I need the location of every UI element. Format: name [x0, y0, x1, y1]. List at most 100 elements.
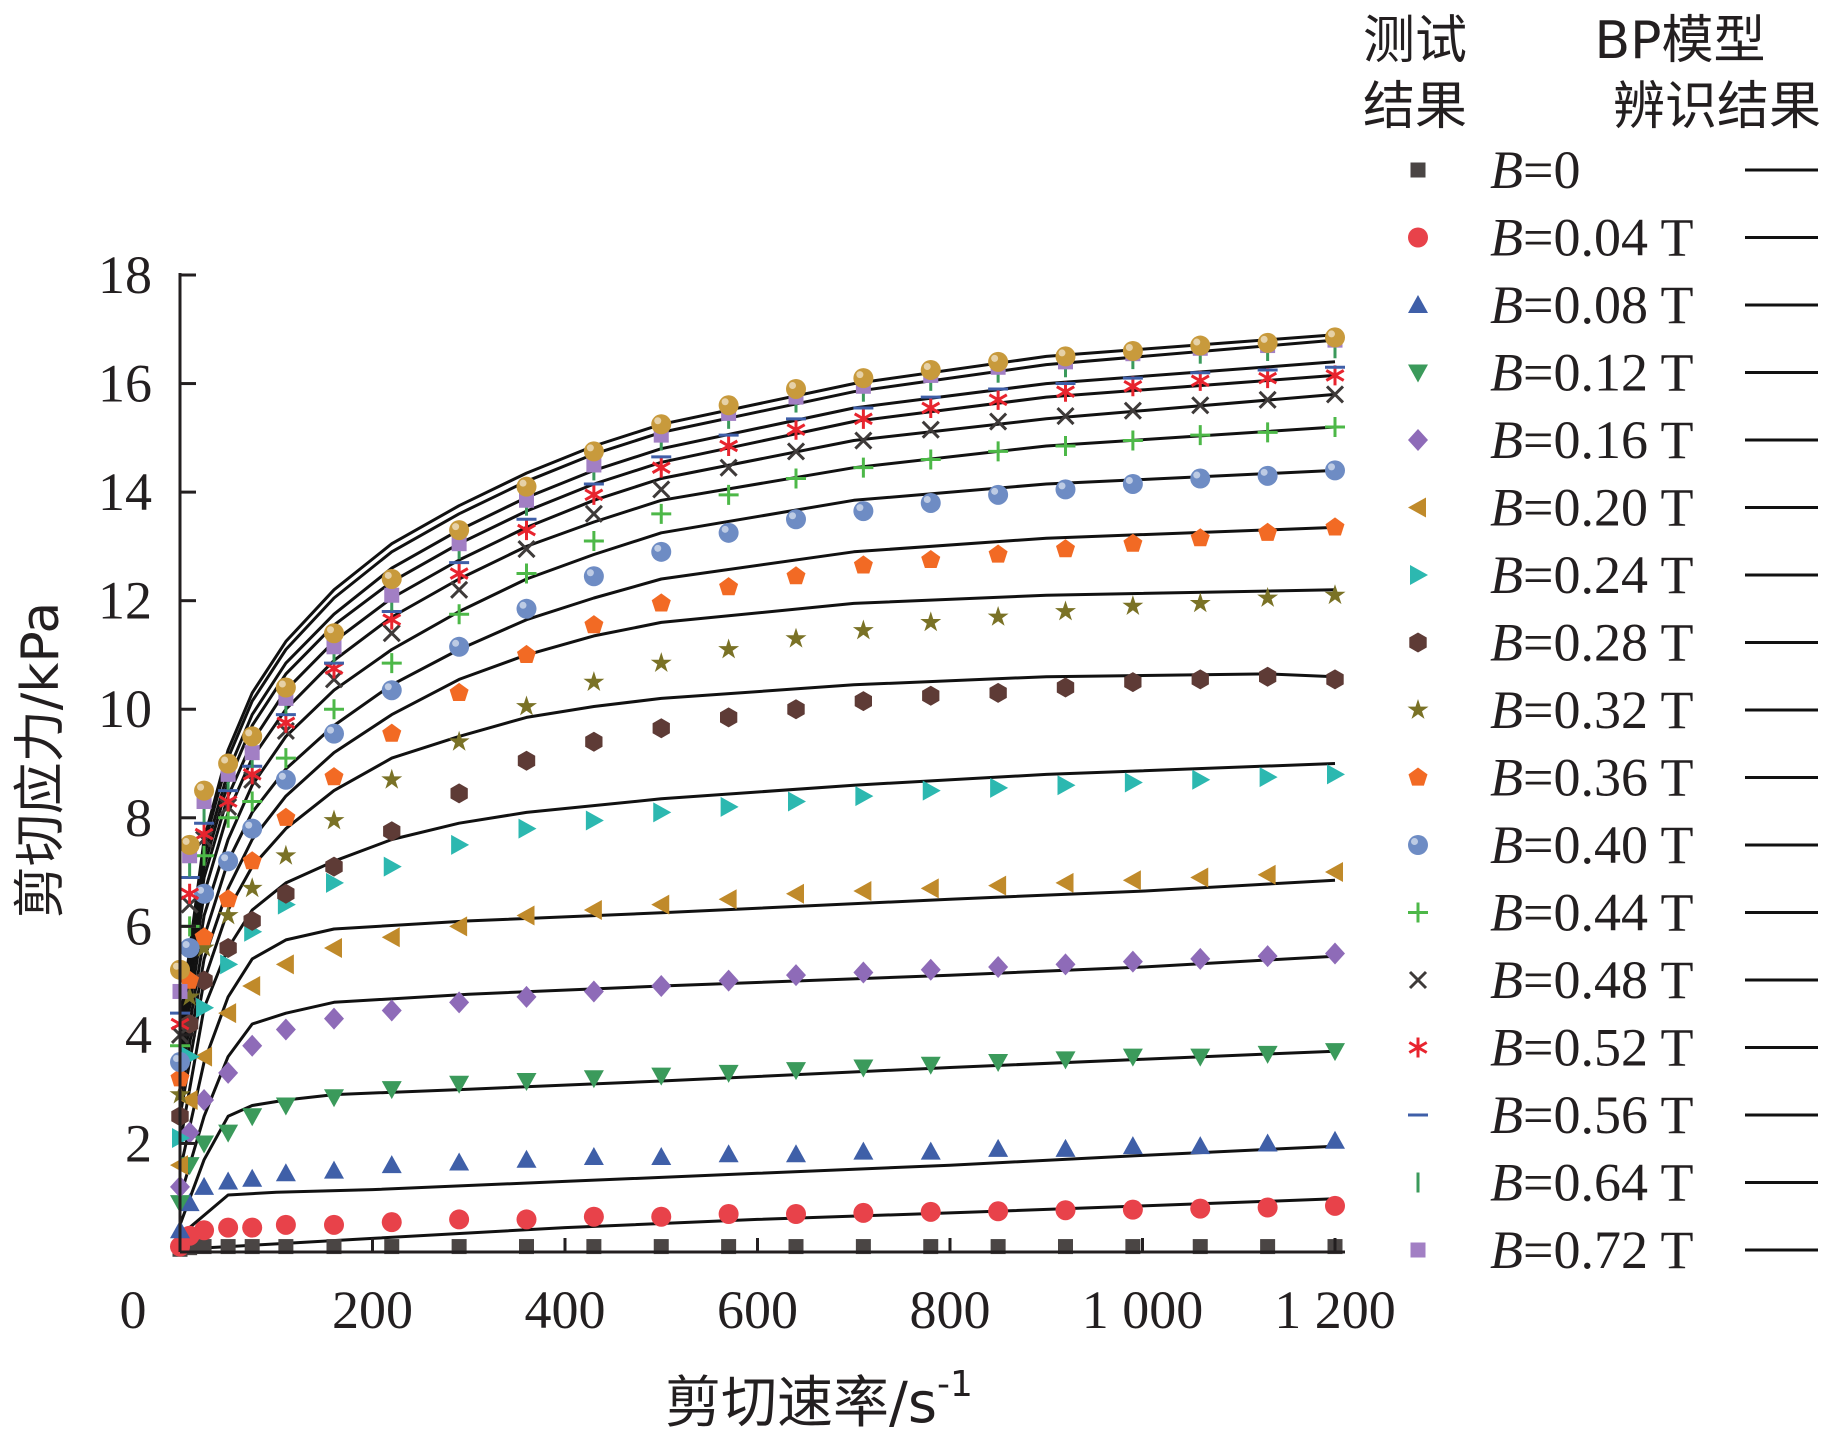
data-point	[989, 682, 1007, 703]
data-point	[1122, 340, 1143, 361]
data-point	[1257, 1045, 1278, 1064]
data-point	[243, 910, 261, 931]
data-point	[516, 598, 537, 619]
legend-label: B=0.72 T	[1490, 1220, 1693, 1280]
data-point	[217, 904, 239, 925]
data-point	[920, 449, 941, 470]
data-point	[651, 457, 671, 478]
data-point	[718, 1144, 739, 1163]
data-point	[853, 555, 873, 574]
data-point	[786, 883, 804, 904]
data-point	[1324, 584, 1346, 605]
legend-label: B=0.20 T	[1490, 478, 1693, 538]
data-point	[449, 1209, 470, 1230]
data-point	[1327, 764, 1345, 785]
fit-line	[178, 392, 1336, 1046]
data-point	[788, 791, 806, 812]
data-point	[583, 566, 604, 587]
data-point	[988, 1138, 1009, 1157]
data-point	[853, 501, 874, 522]
data-point	[786, 468, 806, 489]
data-point	[242, 1108, 263, 1127]
x-tick-label: 800	[910, 1280, 991, 1340]
fit-line	[178, 468, 1336, 1068]
data-point	[381, 680, 402, 701]
data-point	[218, 1124, 239, 1143]
legend-marker	[1408, 227, 1428, 248]
data-point	[988, 1054, 1009, 1073]
data-point	[519, 492, 534, 508]
data-point	[1325, 1043, 1345, 1062]
data-point	[242, 818, 263, 839]
data-point	[718, 1204, 739, 1225]
legend-label: B=0.16 T	[1490, 410, 1693, 470]
x-tick-label: 0	[120, 1280, 147, 1340]
data-point	[275, 748, 296, 769]
data-point	[516, 985, 537, 1008]
data-point	[1056, 677, 1075, 698]
data-point	[242, 976, 261, 997]
data-point	[324, 699, 344, 720]
data-point	[218, 1217, 239, 1238]
data-point	[381, 1081, 402, 1100]
x-axis-title-text: 剪切速率/s	[665, 1371, 937, 1436]
y-tick-label: 4	[125, 1005, 152, 1065]
data-point	[1257, 422, 1278, 443]
data-point	[1122, 595, 1144, 615]
data-point	[324, 938, 342, 959]
legend-header-test-line2: 结果	[1363, 77, 1467, 137]
data-point	[583, 1147, 604, 1166]
data-point	[988, 875, 1007, 896]
legend-label: B=0.12 T	[1490, 343, 1693, 403]
data-point	[1056, 539, 1075, 558]
legend-label: B=0.24 T	[1490, 545, 1693, 605]
data-point	[718, 395, 739, 416]
data-point	[1325, 385, 1345, 404]
data-point	[275, 844, 297, 865]
data-point	[1257, 1133, 1278, 1152]
data-point	[1122, 950, 1143, 973]
data-point	[179, 938, 200, 959]
data-point	[324, 1214, 344, 1235]
data-point	[275, 1018, 296, 1041]
data-point	[194, 1220, 215, 1241]
data-point	[718, 522, 739, 543]
data-point	[1260, 1239, 1276, 1255]
data-point	[244, 745, 260, 761]
legend-marker	[1408, 902, 1428, 923]
fit-line	[178, 425, 1336, 1057]
data-point	[853, 961, 874, 984]
data-point	[516, 563, 537, 584]
data-point	[1122, 1048, 1143, 1067]
data-point	[1325, 862, 1343, 883]
data-point	[324, 670, 344, 689]
data-point	[324, 1160, 344, 1179]
x-tick-label: 200	[332, 1280, 413, 1340]
data-point	[516, 1073, 537, 1092]
data-point	[218, 753, 239, 774]
data-point	[194, 1135, 215, 1154]
data-point	[1257, 945, 1278, 968]
data-point	[449, 604, 470, 625]
legend-label: B=0.52 T	[1490, 1018, 1693, 1078]
data-point	[1190, 1136, 1211, 1155]
data-point	[516, 1209, 537, 1230]
data-point	[179, 1193, 200, 1212]
data-point	[583, 441, 604, 462]
data-point	[718, 484, 739, 505]
data-point	[920, 958, 941, 981]
legend-header-model-line2: 辨识结果	[1613, 77, 1821, 137]
data-point	[988, 389, 1008, 410]
data-point	[1190, 468, 1211, 489]
data-point	[196, 997, 215, 1018]
data-point	[922, 780, 941, 801]
y-tick-label: 16	[98, 354, 152, 414]
data-point	[786, 509, 806, 530]
data-point	[383, 821, 401, 842]
y-tick-label: 6	[125, 896, 152, 956]
fit-line	[178, 333, 1336, 1025]
data-point	[450, 783, 468, 804]
data-point	[324, 767, 344, 786]
data-point	[583, 980, 604, 1003]
data-point	[920, 359, 941, 380]
